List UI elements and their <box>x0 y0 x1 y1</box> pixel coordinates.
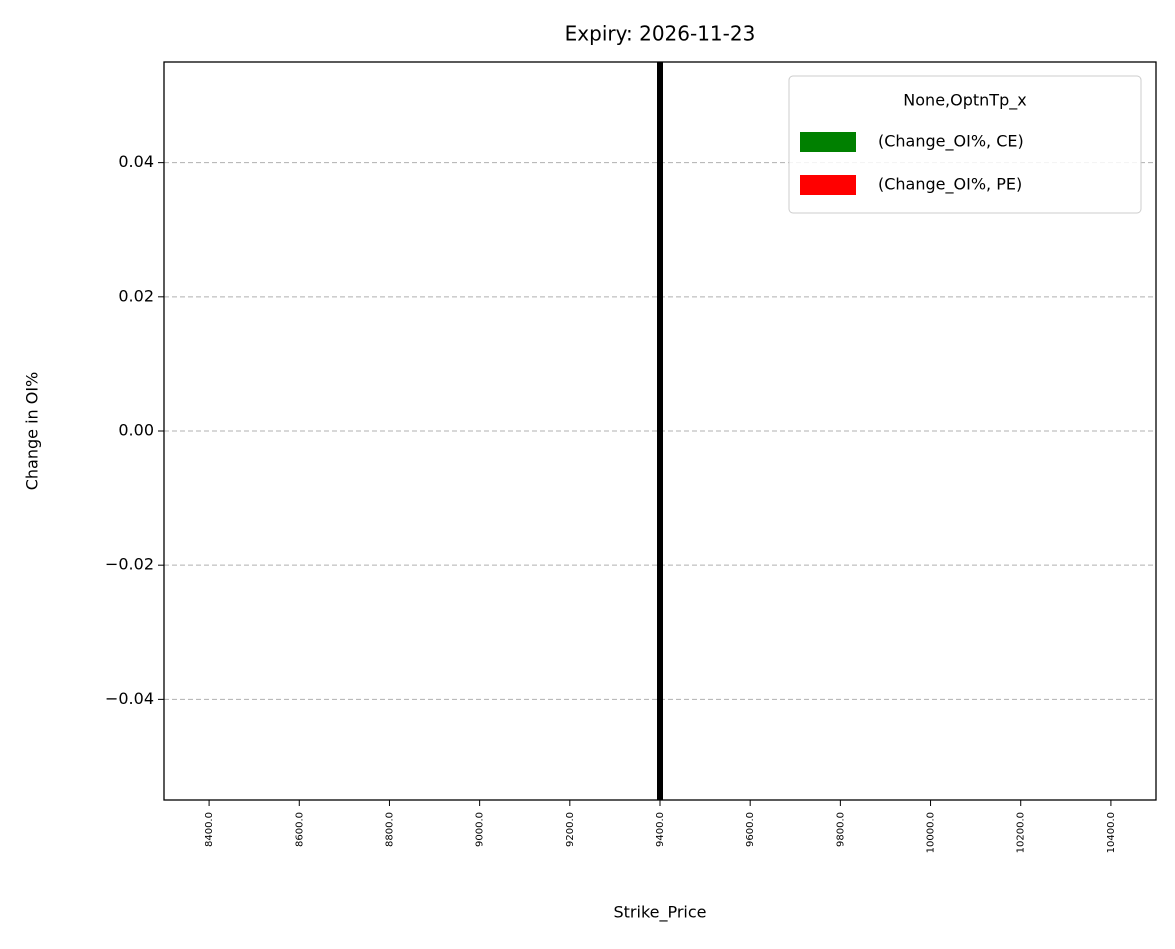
x-tick-label: 9800.0 <box>835 812 846 847</box>
x-tick-label: 10000.0 <box>926 812 937 853</box>
y-tick-label: 0.04 <box>118 152 154 171</box>
y-axis-label: Change in OI% <box>23 372 42 491</box>
y-tick-label: 0.02 <box>118 286 154 305</box>
legend-swatch <box>800 132 856 152</box>
x-tick-label: 9600.0 <box>745 812 756 847</box>
x-tick-label: 8400.0 <box>204 812 215 847</box>
legend-swatch <box>800 175 856 195</box>
x-tick-label: 10200.0 <box>1016 812 1027 853</box>
y-tick-label: −0.04 <box>105 689 154 708</box>
x-tick-label: 9000.0 <box>475 812 486 847</box>
legend-box <box>788 75 1142 214</box>
x-tick-label: 8600.0 <box>294 812 305 847</box>
plot-frame <box>163 61 1157 801</box>
legend-title: None,OptnTp_x <box>903 91 1026 111</box>
y-tick-label: −0.02 <box>105 555 154 574</box>
chart-title: Expiry: 2026-11-23 <box>565 22 756 46</box>
y-tick-label: 0.00 <box>118 421 154 440</box>
legend: None,OptnTp_x (Change_OI%, CE) (Change_OI%… <box>788 75 1142 214</box>
x-tick-label: 9200.0 <box>565 812 576 847</box>
legend-label: (Change_OI%, PE) <box>878 175 1022 195</box>
x-tick-label: 8800.0 <box>384 812 395 847</box>
x-tick-label: 9400.0 <box>655 812 666 847</box>
x-tick-label: 10400.0 <box>1106 812 1117 853</box>
legend-label: (Change_OI%, CE) <box>878 132 1024 152</box>
x-axis-label: Strike_Price <box>613 903 706 923</box>
